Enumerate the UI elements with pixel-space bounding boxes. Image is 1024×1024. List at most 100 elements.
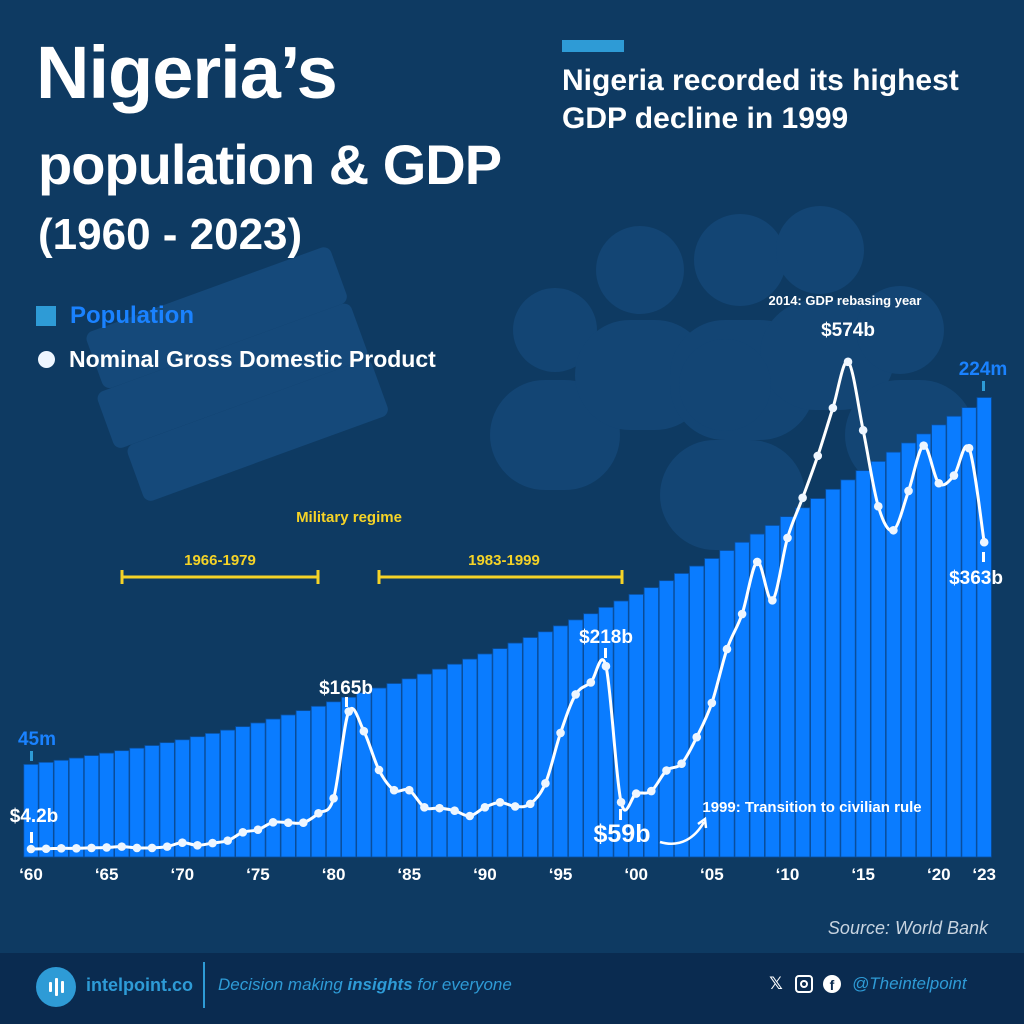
population-bar-1981	[341, 696, 357, 858]
gdp-point-2014	[843, 357, 853, 367]
footer-divider	[203, 962, 205, 1008]
population-bar-1987	[431, 668, 448, 858]
population-bar-1991	[492, 648, 508, 858]
source-note: Source: World Bank	[827, 918, 988, 938]
pop-2023-label: 224m	[959, 359, 1008, 380]
gdp-point-1970	[178, 838, 187, 847]
population-bar-1978	[295, 710, 311, 858]
population-bar-1996	[568, 619, 584, 858]
population-bar-1972	[204, 733, 221, 858]
population-bar-1976	[265, 718, 281, 858]
pop-2023-tick	[982, 381, 985, 391]
x-tick-label-1990: ‘90	[473, 865, 497, 884]
gdp-point-1983	[374, 765, 384, 775]
gdp-point-2004	[692, 732, 702, 742]
gdp-1981-label: $165b	[319, 678, 373, 699]
population-bar-2018	[900, 442, 917, 858]
population-bar-2023	[976, 397, 992, 858]
x-tick-label-2015: ‘15	[851, 865, 875, 884]
gdp-point-2000	[631, 789, 641, 798]
facebook-icon[interactable]: f	[822, 974, 842, 994]
population-bar-2003	[673, 573, 690, 858]
rebasing-note: 2014: GDP rebasing year	[769, 293, 922, 308]
population-bar-2005	[704, 558, 720, 858]
population-bar-1994	[537, 631, 554, 858]
money-stack-icon	[86, 247, 388, 501]
population-bar-1986	[416, 673, 432, 858]
population-bar-1968	[144, 745, 160, 858]
population-bar-1988	[447, 663, 463, 858]
gdp-point-2017	[889, 525, 898, 535]
population-bar-1989	[462, 658, 478, 858]
population-bar-1960	[23, 764, 39, 858]
gdp-point-2011	[798, 493, 807, 503]
social-handle[interactable]: @Theintelpoint	[852, 974, 967, 993]
gdp-point-2016	[873, 502, 883, 511]
population-bar-1963	[68, 757, 84, 858]
legend-population: Population	[36, 302, 194, 330]
gdp-point-1993	[525, 799, 535, 809]
gdp-point-1987	[435, 803, 444, 813]
arrow-head-icon	[697, 816, 708, 829]
gdp-point-1963	[72, 844, 81, 853]
gdp-point-2020	[934, 478, 944, 488]
military-period-1-label: 1966-1979	[184, 552, 256, 569]
gdp-point-1962	[56, 844, 66, 853]
x-tick-label-1985: ‘85	[397, 865, 421, 884]
gdp-point-2012	[813, 451, 823, 461]
population-bar-1966	[114, 750, 130, 858]
gdp-point-2001	[647, 786, 656, 796]
military-period-2-label: 1983-1999	[468, 552, 540, 569]
gdp-point-2023	[979, 537, 989, 547]
gdp-point-1965	[102, 843, 111, 852]
gdp-point-1998	[601, 661, 611, 671]
gdp-point-2008	[752, 557, 762, 567]
circle-icon	[38, 351, 55, 368]
gdp-1960-tick	[30, 832, 33, 843]
population-bar-2002	[658, 580, 675, 858]
gdp-point-1994	[541, 779, 550, 788]
gdp-point-1969	[162, 842, 172, 851]
population-bar-1984	[386, 683, 402, 858]
gdp-point-2009	[768, 596, 777, 605]
population-bar-2001	[643, 587, 659, 858]
pop-1960-label: 45m	[18, 729, 56, 750]
gdp-point-2005	[707, 698, 717, 708]
instagram-icon[interactable]	[794, 974, 814, 994]
brand-name[interactable]: intelpoint.co	[86, 975, 193, 995]
tagline: Decision making insights for everyone	[218, 975, 512, 995]
intelpoint-logo-icon	[36, 967, 76, 1007]
gdp-point-2018	[904, 486, 913, 496]
population-bar-2009	[764, 525, 780, 858]
population-bar-1973	[220, 729, 236, 858]
population-bar-1974	[235, 726, 251, 858]
population-bar-1992	[507, 642, 523, 858]
x-tick-label-1980: ‘80	[322, 865, 346, 884]
legend-gdp-label: Nominal Gross Domestic Product	[69, 346, 436, 372]
gdp-2023-label: $363b	[949, 568, 1003, 589]
x-icon[interactable]: 𝕏	[769, 974, 783, 993]
gdp-point-1988	[450, 806, 459, 816]
gdp-point-1974	[238, 828, 248, 837]
arrow-icon	[659, 821, 706, 845]
gdp-point-2003	[677, 759, 686, 768]
population-bar-2006	[719, 550, 735, 858]
gdp-point-1984	[389, 785, 399, 795]
title-line-2: population & GDP	[38, 133, 502, 196]
population-bar-1979	[310, 705, 327, 858]
gdp-point-1991	[495, 798, 505, 807]
gdp-point-2022	[964, 443, 974, 453]
background-decoration	[86, 206, 975, 550]
tagline-post: for everyone	[412, 975, 512, 994]
population-bar-1993	[522, 637, 538, 858]
gdp-point-2002	[662, 766, 671, 775]
gdp-point-1967	[132, 843, 142, 853]
x-tick-label-1975: ‘75	[246, 865, 270, 884]
gdp-point-1981	[344, 707, 354, 716]
x-tick-label-2023: ‘23	[972, 865, 996, 884]
civilian-rule-note: 1999: Transition to civilian rule	[702, 799, 921, 816]
population-bar-1995	[552, 625, 569, 858]
title-line-1: Nigeria’s	[36, 31, 338, 114]
population-bar-2017	[885, 451, 902, 858]
x-tick-label-1960: ‘60	[19, 865, 43, 884]
